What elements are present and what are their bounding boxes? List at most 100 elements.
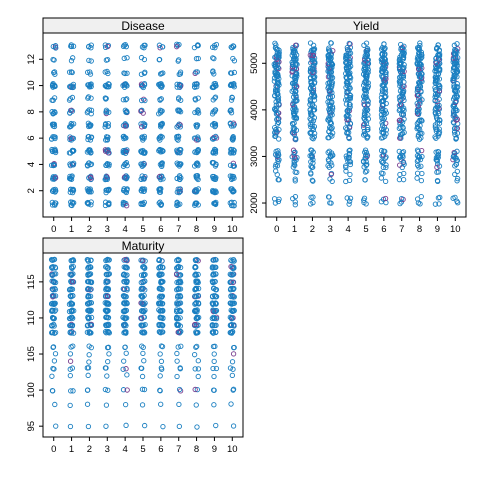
data-point [379, 159, 386, 166]
data-point [213, 133, 219, 140]
data-point [68, 58, 75, 64]
y-axis-disease: 2 4 6 8 10 12 [26, 54, 43, 193]
y-tick-label: 4 [26, 162, 37, 167]
data-point [228, 147, 235, 153]
data-point [364, 85, 371, 91]
data-point [347, 60, 353, 66]
data-point [124, 300, 130, 307]
data-point [103, 330, 109, 336]
data-point [66, 301, 73, 307]
data-point [276, 177, 282, 183]
data-point [103, 162, 109, 168]
data-point [174, 202, 180, 208]
data-point [195, 271, 201, 278]
data-point [309, 147, 315, 154]
data-point [52, 175, 59, 181]
data-point [103, 423, 109, 429]
data-point [176, 286, 182, 292]
data-point [396, 176, 403, 183]
data-point [365, 57, 371, 63]
y-tick-label: 110 [26, 310, 37, 325]
data-point [139, 163, 145, 169]
data-point [49, 329, 55, 336]
data-point [400, 177, 407, 183]
data-point [382, 148, 388, 155]
data-point [230, 135, 236, 141]
data-point [210, 365, 216, 372]
data-point [276, 47, 282, 53]
data-point [70, 135, 77, 142]
x-axis-maturity: 0 1 2 3 4 5 6 7 8 9 10 [51, 437, 238, 455]
data-point [228, 97, 235, 103]
data-point [231, 69, 238, 76]
data-point [192, 81, 198, 87]
data-point [379, 122, 386, 128]
data-point [103, 57, 110, 63]
data-point [347, 57, 353, 63]
data-point [51, 278, 57, 285]
data-point [177, 308, 183, 314]
data-point [213, 315, 220, 322]
data-point [195, 146, 201, 153]
data-point [455, 84, 461, 90]
data-point [68, 272, 75, 278]
data-point [193, 257, 199, 264]
data-point [211, 402, 217, 408]
data-point [307, 74, 314, 81]
data-point [124, 203, 130, 209]
data-point [124, 55, 130, 61]
data-point [120, 202, 126, 208]
data-point [275, 79, 281, 85]
data-point [140, 137, 146, 143]
data-point [453, 48, 460, 54]
data-point [192, 109, 198, 116]
data-point [416, 106, 422, 112]
data-point [53, 45, 59, 51]
x-tick-label: 7 [399, 224, 404, 235]
data-point [67, 373, 73, 379]
x-tick-label: 5 [140, 444, 145, 455]
data-point [210, 272, 216, 278]
data-point [362, 107, 368, 114]
data-point [435, 178, 441, 185]
data-point [174, 136, 180, 142]
data-point [231, 308, 237, 314]
data-point [102, 307, 109, 313]
data-point [417, 40, 423, 46]
data-point [435, 195, 442, 201]
data-point [85, 292, 91, 299]
data-point [103, 322, 109, 328]
data-point [69, 265, 75, 271]
data-point [209, 322, 216, 328]
y-tick-label: 4000 [249, 99, 260, 120]
data-point [273, 148, 279, 155]
data-point [276, 51, 282, 57]
data-point [436, 47, 442, 53]
data-point [104, 344, 111, 351]
data-point [272, 129, 278, 136]
data-point [228, 107, 234, 113]
data-point [193, 279, 199, 286]
data-point [67, 358, 74, 364]
data-point [209, 122, 216, 128]
data-point [157, 97, 163, 103]
data-point [452, 171, 458, 178]
data-point [363, 159, 369, 165]
data-point [379, 153, 385, 159]
y-axis-maturity: 95 100 105 110 115 [26, 274, 43, 431]
data-point [414, 175, 420, 181]
data-point [195, 161, 201, 167]
data-point [103, 174, 109, 181]
data-point [417, 117, 423, 123]
x-tick-label: 3 [105, 444, 110, 455]
data-point [274, 171, 280, 178]
data-point [69, 301, 76, 307]
data-point [103, 95, 109, 102]
data-point [85, 160, 92, 166]
data-point [346, 102, 353, 108]
data-point [159, 108, 165, 114]
data-point [52, 401, 58, 408]
data-point [292, 199, 298, 205]
data-point [328, 85, 334, 91]
